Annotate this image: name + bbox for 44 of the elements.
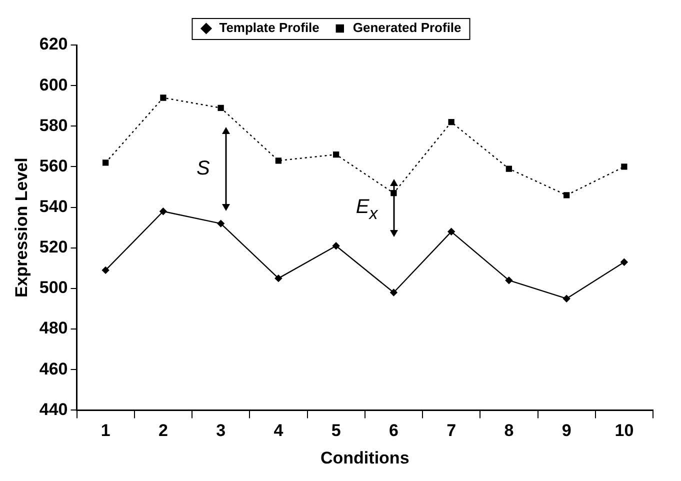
- point: [448, 228, 455, 236]
- legend-label: Generated Profile: [352, 20, 462, 36]
- point: [274, 274, 282, 282]
- point: [217, 220, 224, 228]
- x-axis-title: Conditions: [320, 448, 410, 468]
- x-tick-label: 5: [331, 421, 341, 440]
- x-tick-label: 4: [274, 421, 284, 440]
- y-tick-label: 480: [39, 318, 68, 338]
- point: [218, 104, 224, 111]
- x-tick-label: 10: [614, 421, 634, 440]
- x-tick-label: 7: [446, 421, 456, 440]
- point: [275, 158, 282, 164]
- y-tick-label: 580: [39, 116, 68, 135]
- point: [160, 208, 167, 215]
- x-tick-label: 9: [562, 421, 572, 440]
- point: [332, 242, 340, 250]
- point: [506, 166, 512, 172]
- point: [390, 288, 398, 296]
- y-tick-label: 500: [39, 278, 68, 298]
- point: [563, 192, 570, 198]
- y-tick-label: 600: [39, 75, 68, 94]
- x-tick-label: 3: [216, 421, 226, 440]
- y-tick-label: 620: [39, 34, 68, 54]
- point: [160, 94, 166, 101]
- point: [102, 160, 109, 166]
- x-tick-label: 1: [100, 421, 110, 440]
- y-tick-label: 460: [39, 359, 68, 378]
- point: [562, 295, 570, 302]
- x-tick-label: 2: [158, 421, 168, 440]
- y-tick-label: 520: [39, 238, 68, 257]
- point: [621, 164, 628, 170]
- point: [620, 258, 628, 266]
- point: [505, 276, 513, 284]
- x-tick-label: 6: [388, 421, 398, 440]
- x-tick-label: 8: [504, 421, 514, 440]
- y-tick-label: 540: [39, 197, 68, 216]
- y-tick-label: 560: [39, 156, 68, 176]
- y-axis-title: Expression Level: [12, 158, 31, 298]
- annotation: S: [196, 158, 210, 180]
- legend-label: Template Profile: [219, 20, 320, 36]
- point: [448, 119, 454, 126]
- y-tick-label: 440: [39, 400, 68, 419]
- point: [102, 266, 110, 274]
- point: [332, 151, 340, 158]
